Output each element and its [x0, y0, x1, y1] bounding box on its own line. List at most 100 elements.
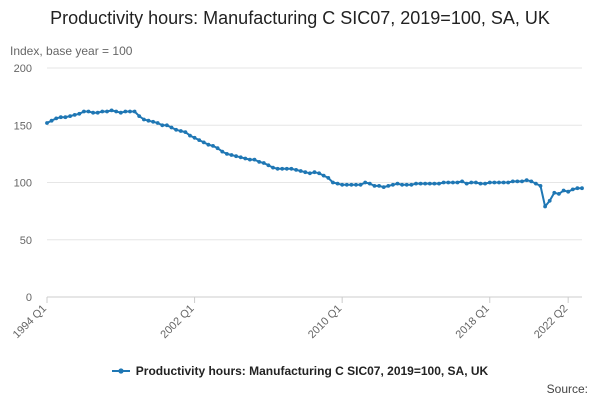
- gridlines: [47, 67, 582, 241]
- data-point: [340, 182, 345, 187]
- data-point: [303, 170, 308, 175]
- data-point: [197, 138, 202, 143]
- data-point: [580, 186, 584, 191]
- y-tick-150: 150: [14, 120, 32, 132]
- data-point: [437, 181, 441, 186]
- data-point: [515, 179, 520, 184]
- data-point: [183, 130, 188, 135]
- y-tick-0: 0: [26, 292, 32, 304]
- series-layer: [45, 108, 584, 209]
- legend-swatch-icon: [111, 368, 130, 374]
- data-point: [358, 182, 363, 187]
- x-tick-label-1: 2002 Q1: [158, 303, 196, 341]
- data-point: [427, 181, 432, 186]
- data-point: [201, 140, 206, 145]
- data-point: [506, 180, 511, 185]
- data-point: [381, 185, 386, 190]
- data-point: [215, 146, 220, 151]
- data-point: [543, 204, 547, 209]
- data-point: [524, 178, 529, 183]
- data-point: [451, 180, 455, 185]
- data-point: [266, 163, 271, 168]
- data-point: [45, 121, 49, 125]
- data-point: [335, 181, 340, 186]
- data-point: [395, 181, 400, 186]
- data-point: [391, 182, 395, 187]
- data-point: [492, 180, 497, 185]
- data-point: [72, 113, 77, 117]
- data-point: [49, 118, 54, 123]
- data-point: [377, 184, 381, 188]
- y-tick-100: 100: [14, 178, 32, 190]
- data-point: [312, 170, 317, 175]
- source-text: Source:: [546, 382, 588, 396]
- line-chart: 0 50 100 150 200 1994 Q1 2002 Q1 2010 Q1 2018 Q…: [11, 63, 584, 341]
- data-point: [547, 198, 552, 203]
- data-point: [284, 166, 289, 171]
- data-point: [386, 184, 391, 188]
- data-point: [460, 179, 464, 184]
- data-point: [142, 117, 146, 122]
- data-point: [441, 180, 446, 185]
- data-point: [257, 160, 262, 164]
- data-point: [206, 142, 211, 147]
- data-point: [575, 186, 580, 191]
- data-point: [58, 115, 63, 120]
- data-point: [77, 111, 82, 116]
- data-point: [289, 166, 294, 171]
- chart-title: Productivity hours: Manufacturing C SIC0…: [50, 8, 550, 28]
- data-point: [275, 166, 280, 171]
- data-point: [91, 110, 95, 115]
- data-point: [432, 181, 437, 186]
- data-point: [404, 182, 409, 187]
- data-point: [321, 173, 326, 178]
- data-point: [557, 192, 561, 196]
- x-tick-label-0: 1994 Q1: [11, 303, 49, 341]
- data-point: [520, 179, 524, 184]
- data-point: [123, 109, 128, 114]
- data-point: [188, 133, 192, 138]
- legend: Productivity hours: Manufacturing C SIC0…: [0, 364, 600, 378]
- data-point: [529, 179, 534, 184]
- data-point: [510, 179, 515, 184]
- data-point: [137, 114, 142, 118]
- data-point: [225, 152, 229, 156]
- data-point: [538, 184, 543, 188]
- data-point: [211, 144, 215, 148]
- data-point: [132, 109, 137, 114]
- data-point: [261, 161, 266, 165]
- data-point: [178, 129, 183, 133]
- y-tick-200: 200: [14, 63, 32, 75]
- data-point: [497, 180, 501, 185]
- data-point: [372, 184, 377, 188]
- data-point: [469, 180, 474, 185]
- y-tick-50: 50: [20, 235, 32, 247]
- x-tick-label-4: 2022 Q2: [532, 303, 570, 341]
- data-point: [414, 181, 418, 186]
- data-point: [464, 181, 469, 186]
- data-point: [160, 123, 165, 128]
- data-point: [446, 180, 451, 185]
- data-point: [308, 171, 312, 176]
- data-point: [100, 109, 105, 114]
- data-point: [86, 109, 91, 114]
- data-point: [220, 149, 225, 154]
- data-point: [298, 169, 303, 173]
- data-point: [95, 110, 100, 115]
- data-point: [105, 109, 109, 114]
- data-point: [252, 157, 257, 162]
- data-point: [566, 189, 571, 194]
- y-axis-ticks: 0 50 100 150 200: [14, 63, 32, 304]
- data-point: [455, 180, 460, 185]
- data-point: [354, 182, 358, 187]
- data-point: [344, 182, 349, 187]
- data-point: [400, 182, 404, 187]
- data-point: [146, 118, 151, 123]
- data-point: [54, 116, 59, 121]
- data-point: [326, 176, 331, 180]
- data-point: [478, 181, 483, 186]
- data-point: [294, 168, 298, 172]
- x-tick-label-3: 2018 Q1: [454, 303, 492, 341]
- data-point: [363, 180, 368, 185]
- data-point: [109, 108, 114, 113]
